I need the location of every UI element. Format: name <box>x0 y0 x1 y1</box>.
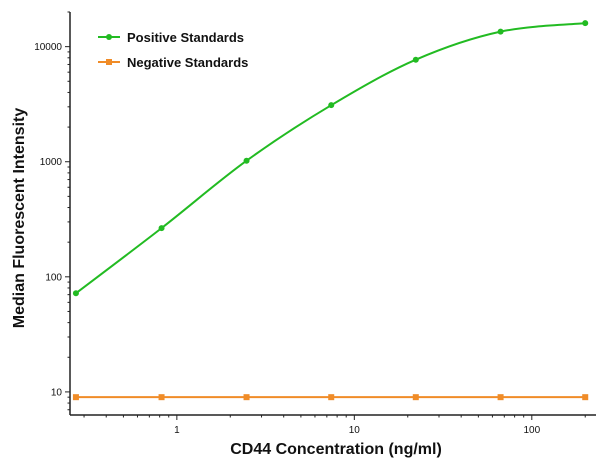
y-tick-label: 10 <box>51 387 63 398</box>
data-point <box>497 394 504 401</box>
y-axis-title: Median Fluorescent Intensity <box>11 108 28 329</box>
data-point <box>243 394 250 401</box>
x-axis-ticks: 1 10 100 <box>83 415 586 436</box>
data-point <box>328 102 335 109</box>
x-axis-title: CD44 Concentration (ng/ml) <box>230 441 442 458</box>
data-point <box>412 56 419 63</box>
legend-marker-positive <box>106 34 112 40</box>
data-point <box>158 225 165 232</box>
legend-marker-negative <box>106 59 112 65</box>
data-point <box>497 28 504 35</box>
y-axis-ticks: 10 100 1000 10000 <box>34 11 70 411</box>
y-tick-label: 1000 <box>40 157 63 168</box>
legend: Positive Standards Negative Standards <box>98 30 248 70</box>
data-point <box>582 394 589 401</box>
y-tick-label: 100 <box>45 272 62 283</box>
data-point <box>72 290 79 297</box>
data-point <box>158 394 165 401</box>
legend-item-negative: Negative Standards <box>98 55 248 70</box>
legend-label-positive: Positive Standards <box>127 30 244 45</box>
data-point <box>243 157 250 164</box>
data-point <box>582 20 589 27</box>
x-tick-label: 10 <box>349 425 361 436</box>
legend-item-positive: Positive Standards <box>98 30 244 45</box>
x-tick-label: 100 <box>523 425 540 436</box>
data-point <box>72 394 79 401</box>
data-point <box>412 394 419 401</box>
y-tick-label: 10000 <box>34 42 62 53</box>
series-layer <box>72 20 589 401</box>
plot-area <box>69 12 596 416</box>
x-tick-label: 1 <box>174 425 180 436</box>
legend-label-negative: Negative Standards <box>127 55 248 70</box>
data-point <box>328 394 335 401</box>
